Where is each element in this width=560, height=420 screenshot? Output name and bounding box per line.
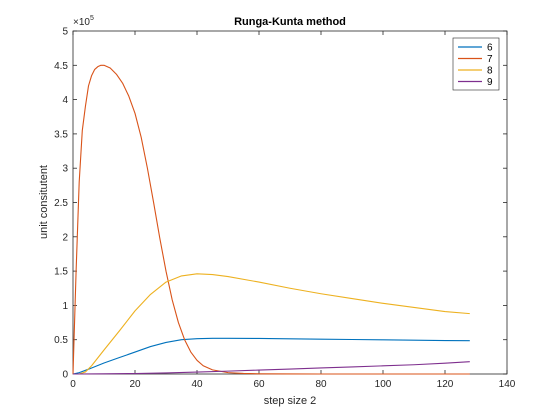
legend-label-8: 8 — [487, 66, 493, 77]
y-tick-label: 0 — [62, 370, 68, 381]
y-tick-label: 4.5 — [54, 61, 68, 72]
y-exponent-power: 5 — [90, 15, 94, 22]
series-line-8 — [73, 273, 470, 375]
y-exponent-base: ×10 — [73, 17, 90, 28]
x-tick-label: 80 — [315, 379, 327, 390]
y-tick-label: 3.5 — [54, 129, 68, 140]
y-tick-label: 1 — [62, 301, 68, 312]
y-tick-label: 2 — [62, 232, 68, 243]
y-axis-label: unit consitutent — [38, 165, 50, 239]
x-tick-label: 20 — [129, 379, 141, 390]
chart-title: Runga-Kunta method — [234, 16, 346, 28]
x-axis-label: step size 2 — [264, 395, 317, 407]
y-tick-label: 4 — [62, 95, 68, 106]
series-line-7 — [72, 64, 470, 375]
y-tick-label: 1.5 — [54, 267, 68, 278]
series-line-9 — [72, 361, 470, 375]
y-tick-label: 3 — [62, 164, 68, 175]
series-line-6 — [72, 337, 470, 375]
series-layer — [72, 64, 470, 375]
y-tick-label: 5 — [62, 27, 68, 38]
legend-label-9: 9 — [487, 77, 493, 88]
legend-label-7: 7 — [487, 54, 493, 65]
x-tick-label: 100 — [375, 379, 392, 390]
ticks-layer: 0 20 40 60 80 100 120 140 0 0.5 1 1.5 2 2.5 3 3.5 4 4.5 5 — [54, 27, 516, 391]
x-tick-label: 60 — [253, 379, 265, 390]
y-exponent-label: ×105 — [73, 15, 94, 28]
x-tick-label: 140 — [499, 379, 516, 390]
y-tick-label: 0.5 — [54, 335, 68, 346]
legend-label-6: 6 — [487, 43, 493, 54]
y-tick-label: 2.5 — [54, 198, 68, 209]
x-tick-label: 120 — [437, 379, 454, 390]
axes-box — [72, 30, 508, 375]
x-tick-label: 40 — [191, 379, 203, 390]
x-tick-label: 0 — [70, 379, 76, 390]
